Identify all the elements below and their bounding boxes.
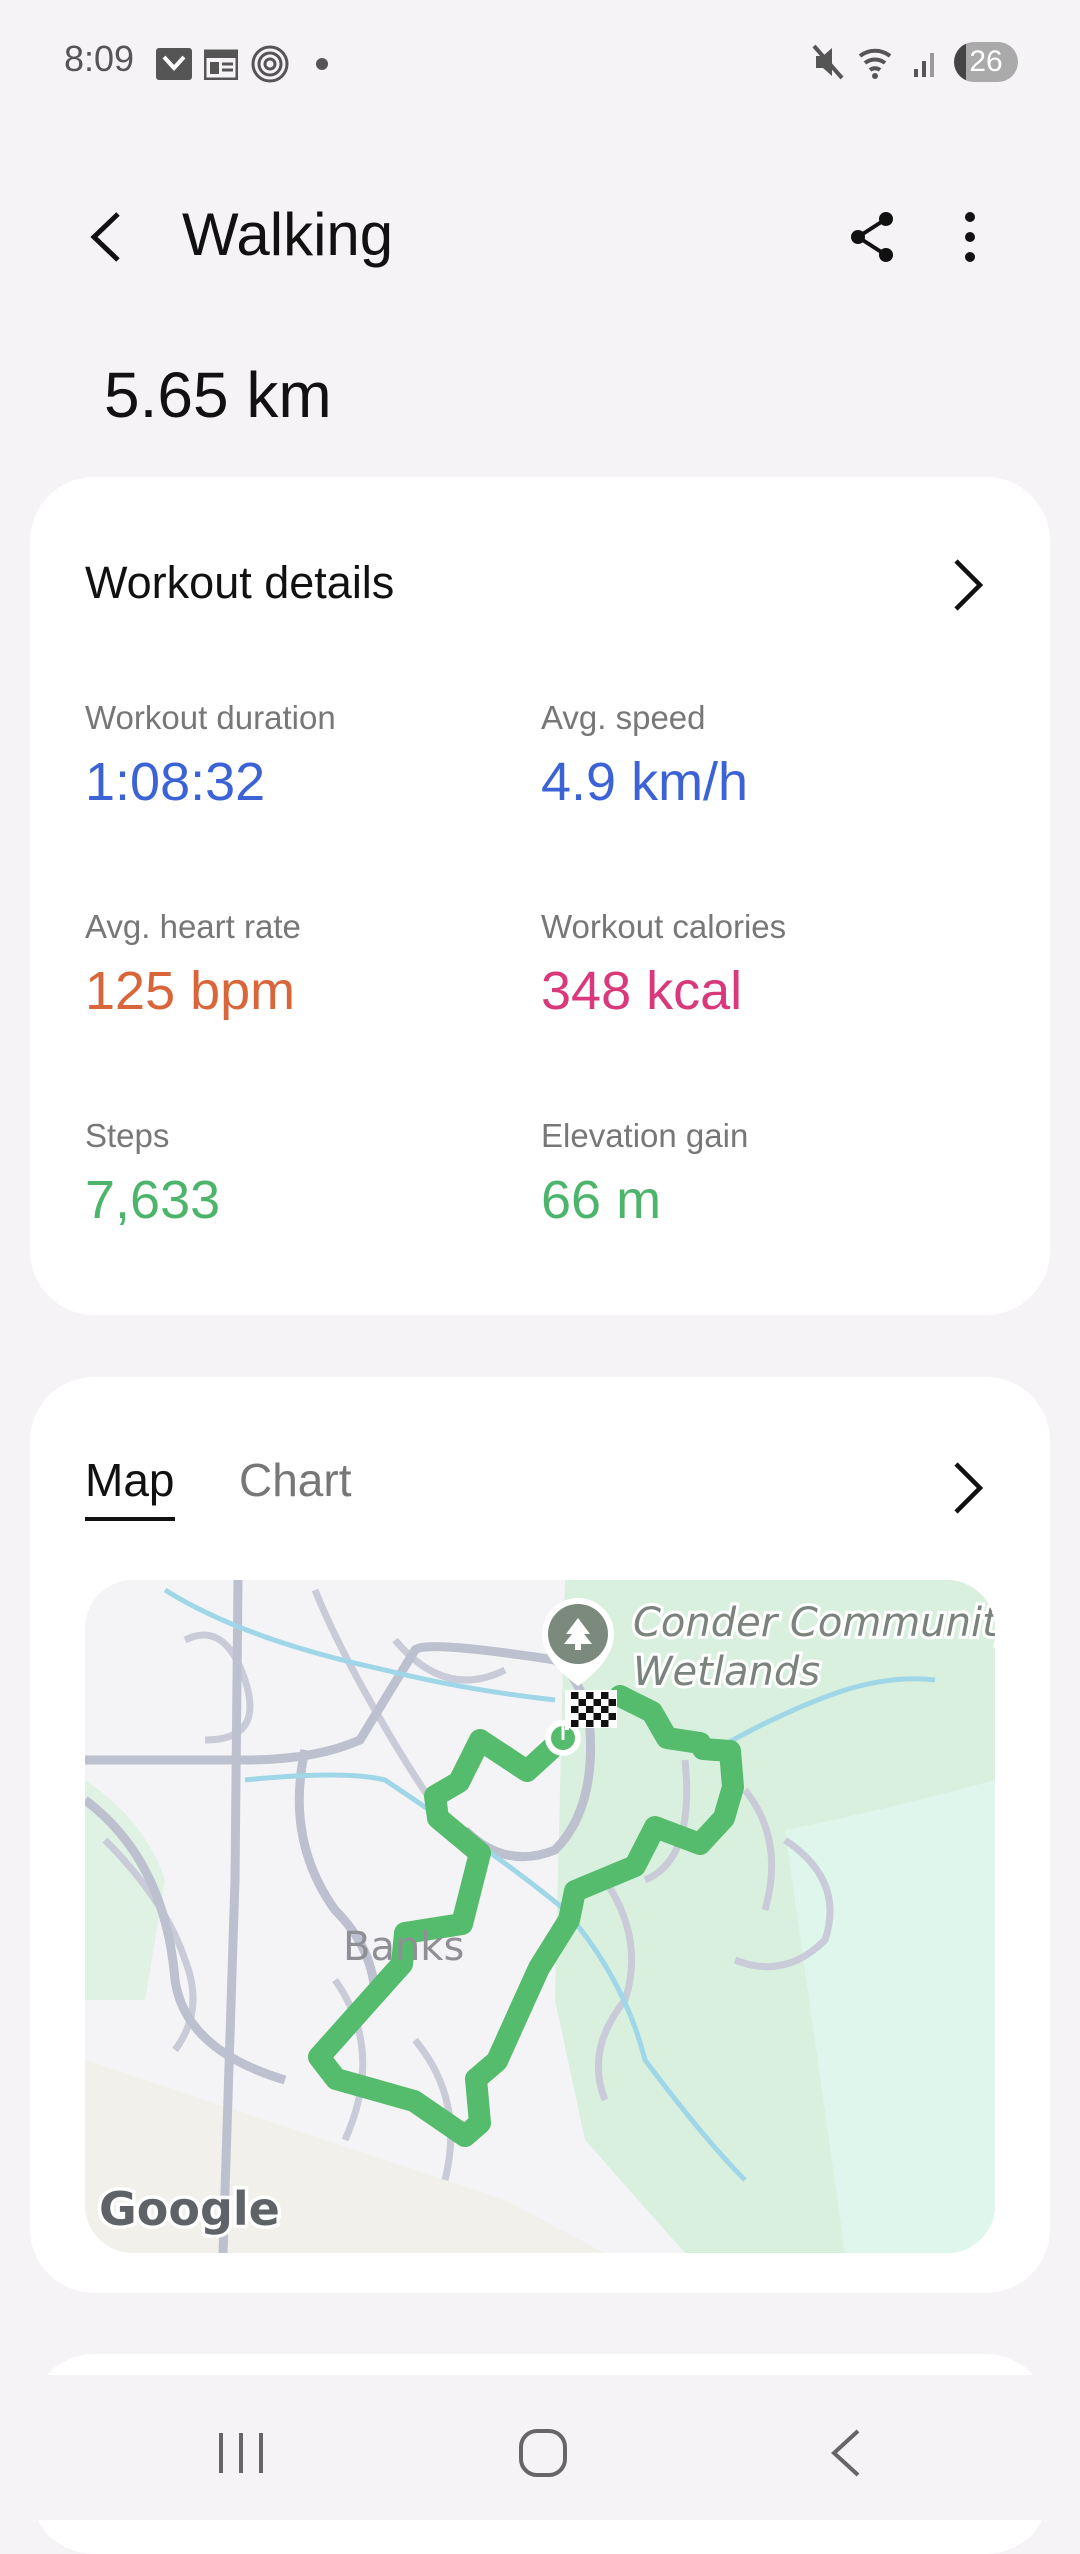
at-sign-icon [251,45,289,83]
mail-icon [156,48,192,80]
flag-square [586,1706,594,1713]
flag-square [578,1713,586,1720]
tab-map[interactable]: Map [85,1454,175,1506]
flag-square [601,1692,609,1699]
share-icon[interactable] [848,210,898,264]
dot-icon [316,58,328,70]
more-options-icon[interactable] [956,210,984,264]
page-title: Walking [182,201,394,268]
status-time: 8:09 [64,38,135,79]
metric-value: 1:08:32 [85,752,266,812]
flag-square [571,1720,579,1727]
metric-label: Avg. speed [541,699,706,736]
metric-label: Avg. heart rate [85,908,301,945]
route-map[interactable]: Conder Community Wetlands Banks Google [85,1580,995,2253]
workout-details-title: Workout details [85,557,395,608]
metric-avg-speed: Avg. speed 4.9 km/h [541,699,748,813]
home-icon[interactable] [518,2428,568,2478]
finish-flag-icon [565,1690,617,1730]
mute-icon [812,44,844,80]
metric-value: 7,633 [85,1170,221,1230]
park-pin-icon [542,1598,614,1686]
navigation-bar [0,2375,1080,2520]
place-label: Conder Community [633,1600,995,1646]
metric-label: Elevation gain [541,1117,749,1154]
chevron-right-icon[interactable] [950,557,986,613]
status-system-icons: 26 [812,42,1018,82]
flag-square [586,1720,594,1727]
start-marker [545,1720,581,1756]
route-line [308,1685,744,2147]
workout-details-card[interactable]: Workout details Workout duration 1:08:32… [30,477,1050,1315]
status-notification-icons [156,44,332,84]
park-area [785,1780,995,2253]
wifi-icon [858,48,892,79]
flag-square [608,1713,616,1720]
flag-square [608,1699,616,1706]
calendar-icon [204,49,238,80]
recent-apps-icon[interactable] [216,2430,266,2476]
back-button[interactable] [84,210,128,264]
metric-calories: Workout calories 348 kcal [541,908,786,1022]
metric-value: 4.9 km/h [541,752,749,812]
tab-active-indicator [85,1517,175,1521]
place-label: Wetlands [633,1649,820,1695]
flag-square [593,1699,601,1706]
signal-icon [914,53,934,77]
map-card: Map Chart [30,1377,1050,2293]
metric-label: Workout duration [85,699,336,736]
battery-icon: 26 [954,42,1018,82]
flag-square [593,1713,601,1720]
flag-square [601,1706,609,1713]
flag-square [601,1720,609,1727]
metric-heart-rate: Avg. heart rate 125 bpm [85,908,301,1022]
metric-duration: Workout duration 1:08:32 [85,699,336,813]
open-area [85,2060,605,2253]
suburb-label: Banks [343,1924,464,1970]
map-canvas: Conder Community Wetlands Banks Google [85,1580,995,2253]
metric-elevation: Elevation gain 66 m [541,1117,748,1231]
metric-value: 348 kcal [541,961,743,1021]
metric-label: Steps [85,1117,170,1154]
total-distance: 5.65 km [104,359,332,431]
metric-steps: Steps 7,633 [85,1117,220,1231]
tab-chart[interactable]: Chart [239,1454,352,1506]
flag-square [586,1692,594,1699]
green-strip [85,1780,165,2000]
flag-square [571,1706,579,1713]
chevron-right-icon[interactable] [950,1460,986,1516]
metric-value: 66 m [541,1170,662,1230]
metric-value: 125 bpm [85,961,296,1021]
back-icon[interactable] [828,2428,864,2478]
google-logo: Google [99,2182,280,2236]
flag-square [571,1692,579,1699]
flag-square [578,1699,586,1706]
metric-label: Workout calories [541,908,787,945]
